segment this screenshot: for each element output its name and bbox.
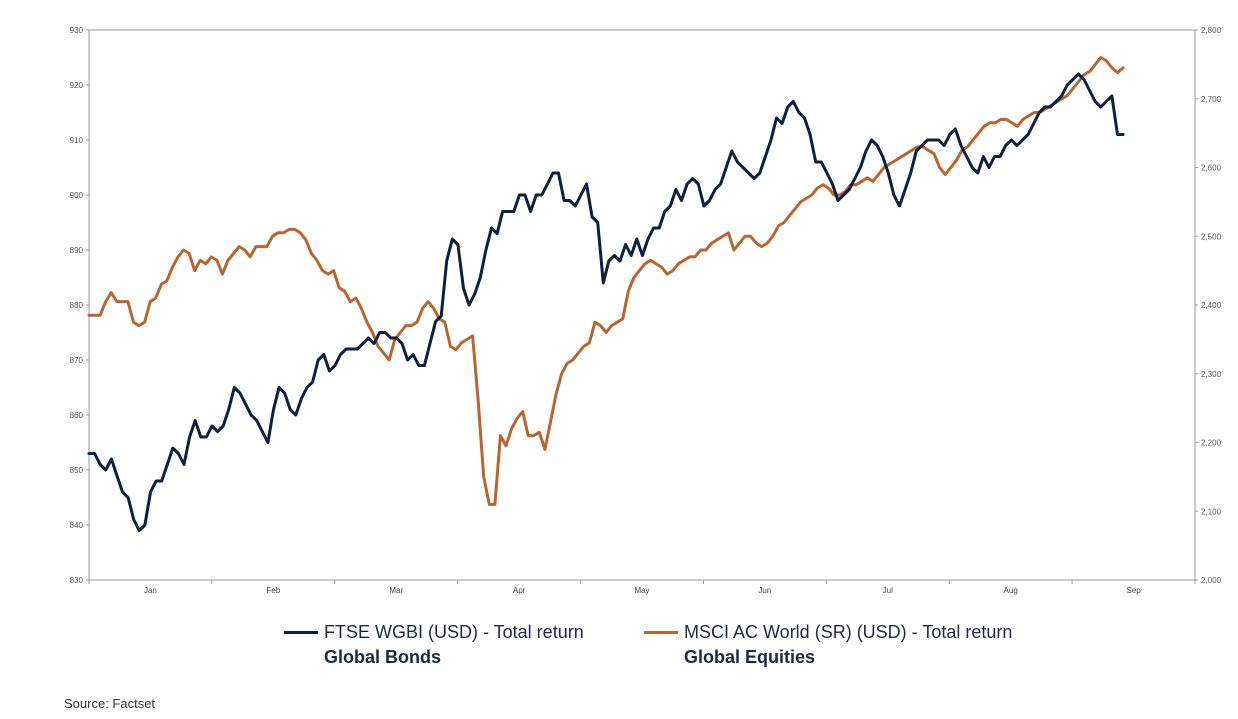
- plot-frame: [88, 29, 1196, 581]
- right-tick-label: 2,400: [1201, 301, 1222, 310]
- right-tick-label: 2,600: [1201, 164, 1222, 173]
- left-tick-label: 910: [70, 136, 84, 145]
- legend-item-bonds: FTSE WGBI (USD) - Total return Global Bo…: [284, 620, 584, 670]
- right-axis: 2,000 2,100 2,200 2,300 2,400 2,500 2,600 2,700…: [1195, 26, 1222, 585]
- left-tick-label: 850: [70, 466, 84, 475]
- left-tick-label: 880: [70, 301, 84, 310]
- x-tick-label: Jun: [758, 586, 771, 595]
- x-tick-label: May: [634, 586, 649, 595]
- left-tick-label: 900: [70, 191, 84, 200]
- right-tick-label: 2,200: [1201, 439, 1222, 448]
- left-tick-label: 920: [70, 81, 84, 90]
- equities-group-label: Global Equities: [684, 647, 816, 667]
- left-axis: 830 840 850 860 870 880 890 900 910 920 930: [70, 26, 89, 585]
- equities-series-name: MSCI AC World (SR) (USD) - Total return: [684, 622, 1013, 642]
- x-tick-label: Sep: [1126, 586, 1141, 595]
- legend-item-equities: MSCI AC World (SR) (USD) - Total return …: [644, 620, 1012, 670]
- equities-series-line: [87, 56, 1125, 506]
- source-note: Source: Factset: [64, 696, 156, 711]
- left-tick-label: 930: [70, 26, 84, 35]
- left-tick-label: 890: [70, 246, 84, 255]
- left-tick-label: 870: [70, 356, 84, 365]
- right-tick-label: 2,500: [1201, 232, 1222, 241]
- bonds-group-label: Global Bonds: [324, 647, 441, 667]
- right-tick-label: 2,000: [1201, 576, 1222, 585]
- right-tick-label: 2,300: [1201, 370, 1222, 379]
- left-tick-label: 830: [70, 576, 84, 585]
- bonds-series-line: [87, 72, 1125, 532]
- right-tick-label: 2,800: [1201, 26, 1222, 35]
- series-layer: [87, 56, 1125, 532]
- x-tick-label: Jul: [883, 586, 893, 595]
- x-axis: Jan Feb Mar Apr May Jun Jul Aug Sep: [88, 580, 1196, 595]
- right-tick-label: 2,100: [1201, 507, 1222, 516]
- bonds-series-name: FTSE WGBI (USD) - Total return: [324, 622, 584, 642]
- right-tick-label: 2,700: [1201, 95, 1222, 104]
- x-tick-label: Aug: [1004, 586, 1018, 595]
- x-tick-label: Feb: [266, 586, 280, 595]
- bonds-legend-swatch: [284, 631, 318, 634]
- x-tick-label: Mar: [389, 586, 403, 595]
- x-tick-label: Apr: [513, 586, 526, 595]
- left-tick-label: 860: [70, 411, 84, 420]
- x-tick-label: Jan: [144, 586, 157, 595]
- left-tick-label: 840: [70, 521, 84, 530]
- equities-legend-swatch: [644, 631, 678, 634]
